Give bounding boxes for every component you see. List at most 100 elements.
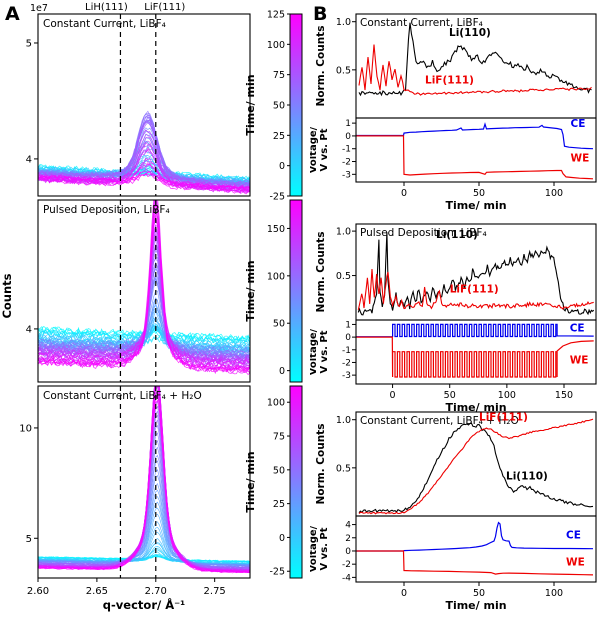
xrd-trace — [38, 507, 250, 566]
y-tick-label: 1.0 — [336, 415, 351, 426]
x-tick-label: 50 — [473, 588, 485, 599]
y-tick-label: 0.5 — [336, 271, 351, 282]
x-tick-label: 50 — [444, 390, 456, 401]
ref-line-label: LiF(111) — [144, 2, 185, 13]
x-tick-label: 50 — [473, 188, 485, 199]
x-tick-label: 0 — [401, 188, 407, 199]
colorbar-row-1 — [289, 13, 303, 197]
y-tick-label: 0 — [345, 547, 351, 557]
panel-b-chart: Constant Current, LiBF₄ 1.0 0.5 Li(110) LiF(… — [310, 13, 597, 612]
voltage-y-axis-label-line1: Voltage/ — [310, 525, 319, 572]
x-tick-label: 150 — [555, 390, 573, 401]
colorbar-tick-label: 100 — [267, 271, 285, 282]
voltage-series-group-3 — [356, 521, 594, 576]
x-tick-label: 2.75 — [204, 586, 226, 597]
x-axis-label: Time/ min — [445, 599, 506, 612]
panel-a-chart: Constant Current, LiBF₄451251007550250-2… — [0, 2, 303, 612]
xrd-trace — [38, 474, 250, 567]
colorbar-tick-label: 100 — [267, 398, 285, 409]
xrd-traces-row-3 — [38, 386, 250, 574]
subplot-title: Constant Current, LiBF₄ — [360, 17, 483, 29]
voltage-y-axis-label-line1: Voltage/ — [310, 126, 319, 173]
counts-series-group-3 — [358, 418, 594, 515]
counts-y-axis-label: Norm. Counts — [315, 26, 327, 107]
axes-box — [37, 199, 251, 383]
y-tick-label: 0.5 — [336, 65, 351, 76]
xrd-trace — [38, 543, 250, 565]
xrd-trace — [38, 114, 250, 187]
y-tick-label: -1 — [342, 346, 351, 356]
colorbar-label: Time/ min — [244, 74, 257, 135]
voltage-axes-box — [355, 515, 597, 583]
series-we — [356, 550, 594, 576]
colorbar-tick-label: 50 — [273, 319, 285, 330]
y-tick-label: 1.0 — [336, 17, 351, 28]
xrd-trace — [38, 469, 250, 568]
series-we — [356, 135, 594, 180]
y-tick-label: -3 — [342, 170, 351, 180]
counts-series-group-1 — [358, 22, 592, 97]
y-tick-label: 4 — [345, 521, 351, 531]
x-tick-label: 100 — [545, 588, 563, 599]
series-label: CE — [571, 118, 586, 130]
subplot-title: Constant Current, LiBF₄ — [43, 18, 166, 30]
series-li110 — [358, 422, 594, 514]
subplot-title: Constant Current, LiBF₄ + H₂O — [43, 390, 202, 402]
colorbar-label: Time/ min — [244, 451, 257, 512]
y-tick-label: 0 — [345, 132, 351, 142]
colorbar-tick-label: 0 — [279, 161, 285, 172]
y-tick-label: -1 — [342, 145, 351, 155]
series-lif111 — [358, 418, 594, 515]
colorbar-tick-label: -25 — [269, 192, 285, 203]
y-tick-label: 1.0 — [336, 227, 351, 238]
y-tick-label: 10 — [19, 423, 32, 434]
series-ce — [356, 122, 594, 150]
series-we — [356, 336, 594, 378]
subplot-title: Constant Current, LiBF₄ + H₂O — [360, 415, 519, 427]
y-tick-label: 1 — [345, 320, 351, 330]
xrd-trace — [38, 200, 250, 366]
series-label: CE — [570, 322, 585, 334]
series-label: Li(110) — [506, 470, 548, 482]
colorbar-label: Time/ min — [244, 260, 257, 321]
x-axis-label: q-vector/ Å⁻¹ — [103, 597, 185, 612]
offset-label: 1e7 — [30, 3, 48, 14]
panel-a-label: A — [5, 3, 20, 25]
x-tick-label: 2.60 — [27, 586, 49, 597]
subplot-title: Pulsed Deposition, LiBF₄ — [43, 204, 170, 216]
colorbar-tick-label: 150 — [267, 224, 285, 235]
voltage-axes-box — [355, 319, 597, 385]
y-tick-label: -2 — [342, 560, 351, 570]
counts-y-axis-label: Norm. Counts — [315, 232, 327, 313]
x-tick-label: 100 — [498, 390, 516, 401]
axes-box — [37, 13, 251, 197]
subplot-title: Pulsed Deposition, LiBF₄ — [360, 227, 487, 239]
series-label: Li(110) — [436, 229, 478, 241]
series-label: WE — [570, 355, 589, 367]
xrd-trace — [38, 399, 250, 574]
counts-series-group-2 — [357, 232, 595, 316]
series-label: LiF(111) — [425, 74, 474, 86]
y-tick-label: 1 — [345, 119, 351, 129]
y-tick-label: -2 — [342, 358, 351, 368]
voltage-axes-box — [355, 117, 597, 183]
xrd-trace — [38, 386, 250, 571]
voltage-y-axis-label-line2: V vs. Pt — [319, 128, 330, 171]
voltage-series-group-1 — [356, 122, 594, 180]
xrd-trace — [38, 121, 250, 187]
colorbar-tick-label: 0 — [279, 533, 285, 544]
y-tick-label: -2 — [342, 158, 351, 168]
y-tick-label: 5 — [26, 534, 32, 545]
series-label: CE — [566, 529, 581, 541]
series-label: WE — [571, 153, 590, 165]
series-ce — [356, 323, 594, 338]
xrd-trace — [38, 386, 250, 573]
series-label: WE — [566, 557, 585, 569]
xrd-trace — [38, 216, 250, 373]
x-axis-label: Time/ min — [445, 199, 506, 212]
x-tick-label: 0 — [390, 390, 396, 401]
colorbar-tick-label: 25 — [273, 499, 285, 510]
y-tick-label: 4 — [26, 324, 32, 335]
xrd-traces-row-2 — [38, 200, 250, 376]
